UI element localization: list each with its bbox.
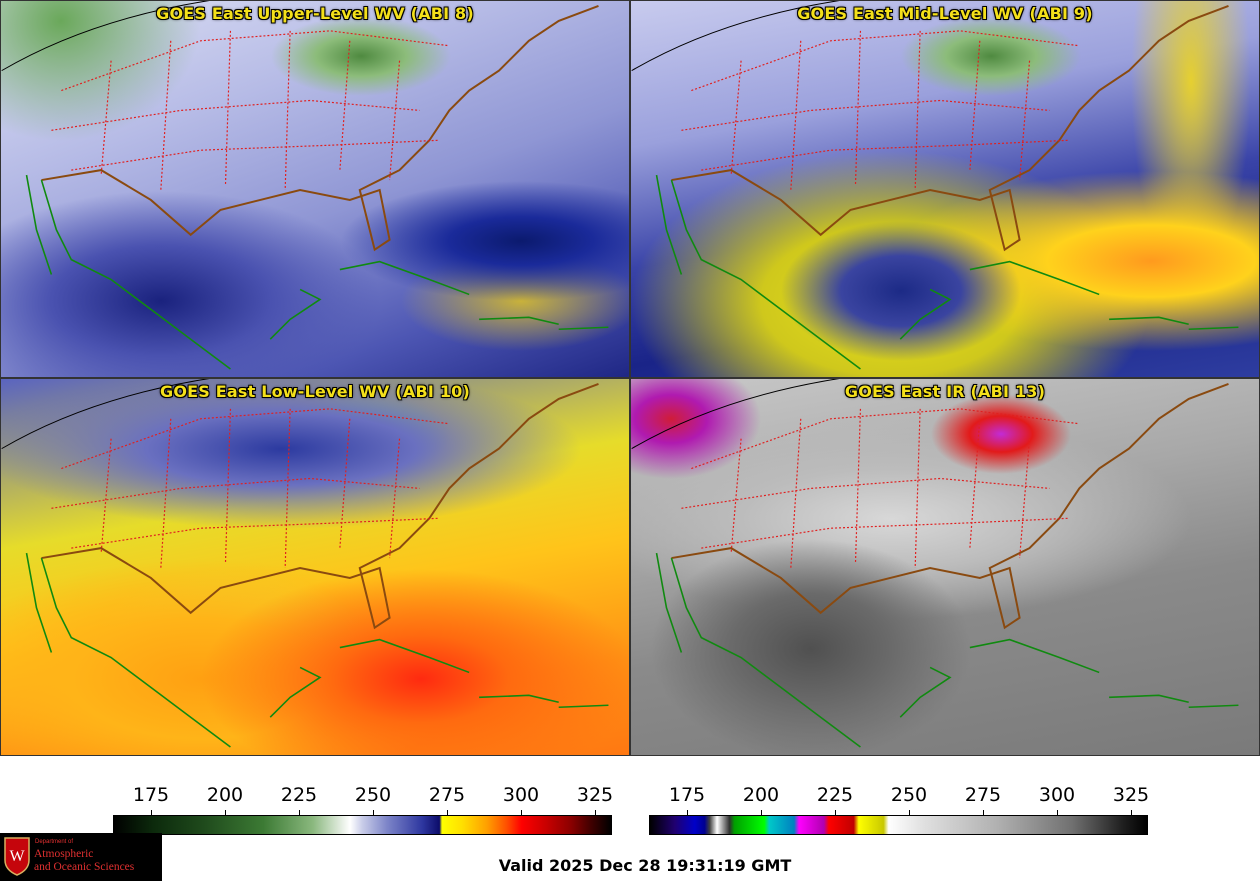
tick-label: 325 [1112, 784, 1150, 806]
wv-colorbar [113, 815, 612, 835]
tick-mark [909, 810, 910, 815]
map-overlay [1, 1, 609, 370]
tick-label: 175 [668, 784, 706, 806]
panel-ir: GOES East IR (ABI 13) [630, 378, 1260, 756]
ir-colorbar-ticks: 175 200 225 250 275 300 325 [649, 784, 1150, 815]
tick-label: 250 [354, 784, 392, 806]
panel-low-level-wv: GOES East Low-Level WV (ABI 10) [0, 378, 630, 756]
tick-label: 275 [428, 784, 466, 806]
panel-title: GOES East Upper-Level WV (ABI 8) [156, 4, 474, 23]
tick-mark [447, 810, 448, 815]
tick-mark [151, 810, 152, 815]
tick-mark [299, 810, 300, 815]
tick-mark [835, 810, 836, 815]
tick-mark [1057, 810, 1058, 815]
logo-name-line1: Atmospheric [34, 848, 94, 860]
tick-mark [373, 810, 374, 815]
panel-title: GOES East Low-Level WV (ABI 10) [159, 382, 470, 401]
svg-text:W: W [9, 848, 25, 865]
wv-colorbar-ticks: 175 200 225 250 275 300 325 [113, 784, 614, 815]
tick-label: 300 [502, 784, 540, 806]
tick-label: 300 [1038, 784, 1076, 806]
valid-time-label: Valid 2025 Dec 28 19:31:19 GMT [498, 856, 792, 875]
panel-title: GOES East Mid-Level WV (ABI 9) [797, 4, 1093, 23]
logo-dept-text: Department of [35, 839, 74, 845]
panel-upper-level-wv: GOES East Upper-Level WV (ABI 8) [0, 0, 630, 378]
tick-mark [225, 810, 226, 815]
tick-mark [761, 810, 762, 815]
tick-mark [983, 810, 984, 815]
tick-label: 250 [890, 784, 928, 806]
map-overlay [631, 1, 1239, 370]
tick-label: 200 [206, 784, 244, 806]
panel-title: GOES East IR (ABI 13) [844, 382, 1046, 401]
tick-mark [521, 810, 522, 815]
logo-name-line2: and Oceanic Sciences [34, 861, 135, 873]
tick-label: 200 [742, 784, 780, 806]
panel-mid-level-wv: GOES East Mid-Level WV (ABI 9) [630, 0, 1260, 378]
tick-mark [687, 810, 688, 815]
ir-colorbar [649, 815, 1148, 835]
map-overlay [1, 379, 609, 748]
tick-label: 175 [132, 784, 170, 806]
map-overlay [631, 379, 1239, 748]
aos-logo: W Department of Atmospheric and Oceanic … [0, 833, 162, 881]
tick-label: 225 [280, 784, 318, 806]
tick-mark [595, 810, 596, 815]
tick-label: 225 [816, 784, 854, 806]
uw-crest-icon: W [4, 837, 30, 876]
tick-label: 275 [964, 784, 1002, 806]
tick-label: 325 [576, 784, 614, 806]
tick-mark [1131, 810, 1132, 815]
